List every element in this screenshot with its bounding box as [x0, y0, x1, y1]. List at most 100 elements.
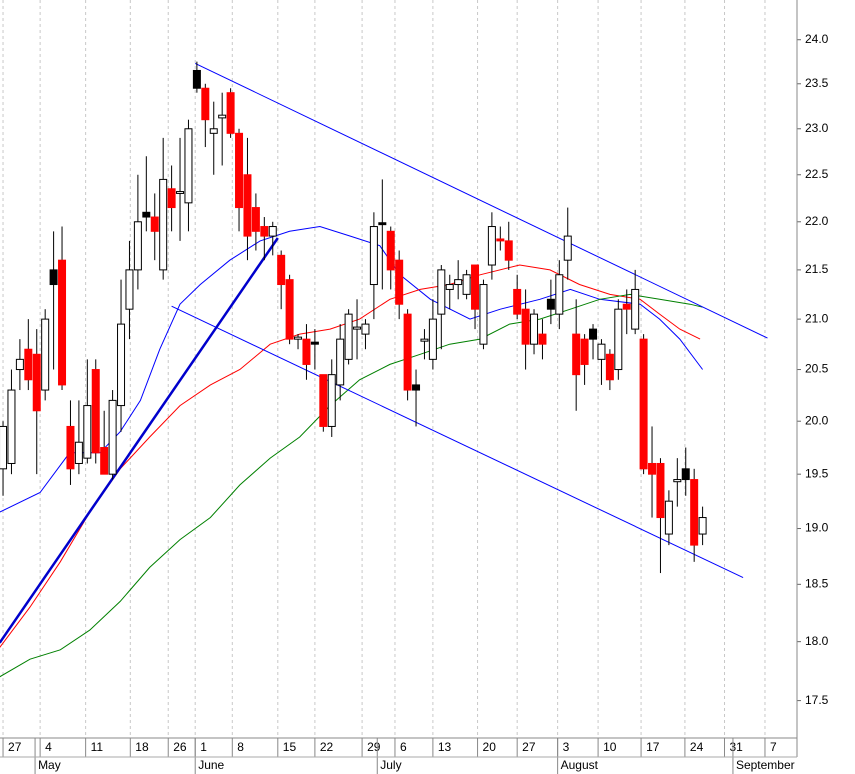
y-tick-label: 21.5	[805, 262, 829, 276]
candle-body	[496, 238, 505, 242]
candle-body	[386, 230, 395, 271]
candle-body	[319, 374, 328, 427]
candle-body	[521, 308, 530, 345]
y-tick-label: 23.5	[805, 76, 829, 90]
x-tick-label: 24	[690, 740, 704, 754]
candle-body	[150, 216, 159, 232]
candle-body	[100, 447, 109, 475]
candle-body	[597, 343, 606, 360]
candle-body	[479, 284, 488, 345]
candle-body	[572, 333, 581, 376]
candle-body	[209, 128, 218, 134]
candle-body	[49, 269, 58, 286]
y-tick-label: 21.0	[805, 311, 829, 325]
candle-body	[327, 374, 336, 427]
candle-body	[268, 226, 277, 237]
x-tick-label: 13	[438, 740, 452, 754]
candle-body	[631, 288, 640, 330]
plot-area	[0, 61, 768, 678]
candle-body	[277, 254, 286, 286]
candle-body	[167, 188, 176, 209]
candle-body	[369, 226, 378, 286]
candle-body	[504, 240, 513, 261]
candle-body	[589, 328, 598, 340]
y-tick-label: 22.5	[805, 167, 829, 181]
month-label: August	[561, 758, 599, 772]
candle-body	[462, 274, 471, 295]
x-tick-label: 20	[483, 740, 497, 754]
candle-body	[15, 358, 24, 371]
x-tick-label: 8	[237, 740, 244, 754]
candle-body	[336, 338, 345, 386]
candle-body	[639, 338, 648, 470]
candle-body	[445, 284, 454, 290]
candle-body	[664, 500, 673, 535]
x-tick-label: 4	[45, 740, 52, 754]
candle-body	[142, 211, 151, 218]
y-tick-label: 18.0	[805, 634, 829, 648]
candle-body	[83, 405, 92, 459]
candle-body	[32, 353, 41, 412]
candle-body	[251, 207, 260, 232]
candle-body	[192, 69, 201, 89]
x-tick-label: 10	[603, 740, 617, 754]
x-tick-label: 18	[135, 740, 149, 754]
candle-body	[117, 323, 126, 407]
x-tick-label: 27	[522, 740, 536, 754]
x-tick-label: 22	[320, 740, 334, 754]
moving-average	[0, 293, 703, 678]
candle-body	[605, 353, 614, 381]
candle-body	[563, 235, 572, 261]
candle-body	[656, 462, 665, 519]
candle-body	[420, 338, 429, 342]
candle-body	[614, 308, 623, 371]
candle-body	[698, 517, 707, 535]
candle-body	[681, 468, 690, 481]
month-label: July	[380, 758, 401, 772]
x-tick-label: 6	[400, 740, 407, 754]
candle-body	[344, 313, 353, 360]
y-tick-label: 20.5	[805, 362, 829, 376]
candle-body	[66, 425, 75, 470]
candle-body	[176, 191, 185, 194]
candle-body	[294, 336, 303, 340]
candle-body	[226, 92, 235, 134]
candle-body	[437, 269, 446, 315]
y-tick-label: 23.0	[805, 121, 829, 135]
x-tick-label: 29	[367, 740, 381, 754]
candle-body	[378, 222, 387, 226]
candle-body	[395, 259, 404, 305]
candle-body	[302, 338, 311, 365]
candle-body	[243, 174, 252, 237]
candle-body	[513, 288, 522, 315]
candle-body	[235, 132, 244, 209]
candle-body	[285, 279, 294, 340]
candle-body	[201, 87, 210, 121]
candle-body	[622, 303, 631, 310]
x-tick-label: 15	[283, 740, 297, 754]
candle-body	[428, 318, 437, 360]
candle-body	[184, 128, 193, 204]
candle-body	[58, 259, 67, 386]
candle-body	[0, 425, 8, 470]
candle-body	[41, 318, 50, 391]
candle-body	[159, 178, 168, 271]
y-tick-label: 18.5	[805, 577, 829, 591]
month-label: June	[198, 758, 224, 772]
y-tick-label: 20.0	[805, 413, 829, 427]
y-tick-label: 19.0	[805, 521, 829, 535]
y-tick-label: 17.5	[805, 693, 829, 707]
candle-body	[24, 348, 33, 381]
candle-body	[310, 341, 319, 345]
x-tick-label: 7	[770, 740, 777, 754]
candle-body	[487, 226, 496, 266]
y-tick-label: 22.0	[805, 214, 829, 228]
x-tick-label: 3	[563, 740, 570, 754]
candle-body	[108, 399, 117, 475]
x-tick-label: 17	[646, 740, 660, 754]
candle-body	[555, 274, 564, 315]
candle-body	[133, 221, 142, 271]
